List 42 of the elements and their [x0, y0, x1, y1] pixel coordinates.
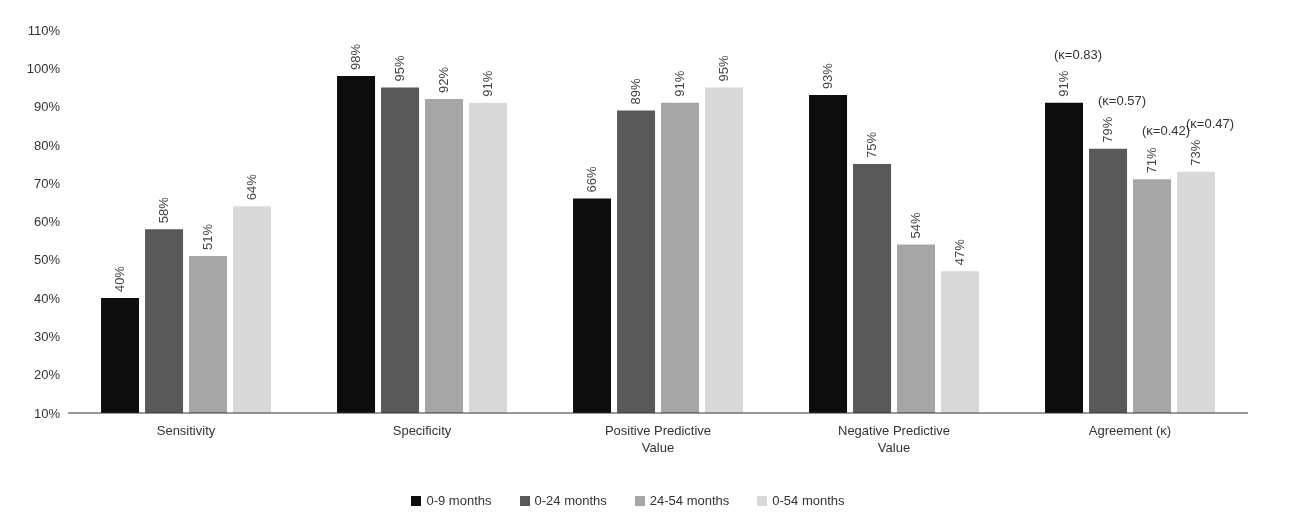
legend-label: 24-54 months	[648, 493, 730, 508]
y-tick-label: 20%	[33, 367, 61, 383]
data-label: 58%	[156, 196, 172, 224]
data-label: 95%	[716, 54, 732, 82]
x-tick-label: Sensitivity	[156, 423, 216, 438]
data-label: 47%	[952, 238, 968, 266]
data-label: 91%	[1056, 70, 1072, 97]
data-label: 89%	[628, 77, 644, 105]
y-tick-label: 10%	[33, 405, 61, 421]
legend-label: 0-54 months	[771, 493, 845, 508]
x-tick-label: Specificity	[392, 423, 452, 438]
annotation: (κ=0.83)	[1054, 46, 1103, 62]
data-label: 54%	[908, 212, 924, 239]
data-label: 91%	[480, 70, 496, 97]
data-label: 93%	[820, 62, 836, 90]
x-tick-label: Positive Predictive Value	[604, 423, 712, 455]
data-label: 98%	[348, 43, 364, 70]
y-tick-label: 100%	[26, 60, 61, 76]
y-tick-label: 70%	[33, 175, 61, 191]
y-tick-label: 110%	[27, 22, 61, 38]
data-label: 71%	[1144, 146, 1160, 174]
data-label: 66%	[584, 166, 600, 193]
y-tick-label: 60%	[33, 214, 61, 230]
data-label: 40%	[112, 265, 128, 293]
data-label: 51%	[200, 223, 216, 250]
data-label: 91%	[672, 70, 688, 97]
y-tick-label: 50%	[33, 252, 61, 268]
data-label: 95%	[392, 54, 408, 82]
x-tick-label: Negative Predictive Value	[838, 423, 950, 455]
y-tick-label: 30%	[33, 329, 61, 345]
legend-label: 0-24 months	[533, 493, 607, 508]
data-label: 79%	[1100, 116, 1116, 143]
legend-label: 0-9 months	[425, 493, 492, 508]
data-label: 73%	[1188, 139, 1204, 166]
x-tick-label: Agreement (κ)	[1088, 423, 1172, 438]
y-tick-label: 40%	[33, 290, 61, 306]
data-label: 64%	[244, 173, 260, 201]
data-label: 75%	[864, 131, 880, 159]
y-tick-label: 80%	[33, 137, 61, 153]
data-label: 92%	[436, 66, 452, 93]
annotation: (κ=0.57)	[1098, 92, 1147, 108]
y-tick-label: 90%	[33, 99, 61, 115]
